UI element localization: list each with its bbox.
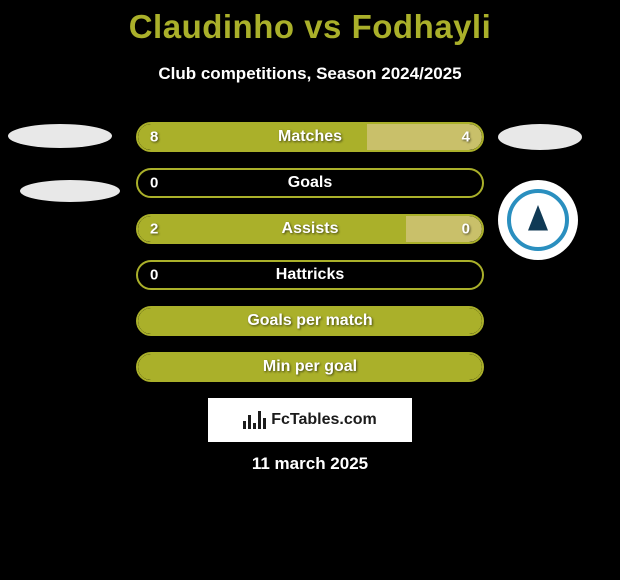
- stat-row: Assists 2 0: [136, 214, 484, 244]
- stat-value-left: 2: [150, 221, 158, 238]
- subtitle: Club competitions, Season 2024/2025: [0, 64, 620, 84]
- brand-text: FcTables.com: [271, 411, 377, 429]
- stat-label: Min per goal: [263, 358, 357, 376]
- stat-fill-left: [138, 216, 406, 242]
- date-text: 11 march 2025: [252, 454, 368, 474]
- stat-label: Hattricks: [276, 266, 344, 284]
- stat-label: Goals: [288, 174, 332, 192]
- player1-badge-1: [8, 124, 112, 148]
- stat-row: Hattricks 0: [136, 260, 484, 290]
- brand-box[interactable]: FcTables.com: [208, 398, 412, 442]
- stat-value-left: 0: [150, 175, 158, 192]
- club-badge-sail-icon: [528, 205, 548, 235]
- stat-row: Goals per match: [136, 306, 484, 336]
- player2-club-badge: [498, 180, 578, 260]
- stat-row: Matches 8 4: [136, 122, 484, 152]
- stat-value-left: 8: [150, 129, 158, 146]
- stat-row: Goals 0: [136, 168, 484, 198]
- chart-bars-icon: [243, 411, 266, 429]
- stats-bars: Matches84Goals0Assists20Hattricks0Goals …: [136, 122, 484, 398]
- vs-text: vs: [304, 8, 342, 45]
- player2-badge-1: [498, 124, 582, 150]
- player1-name: Claudinho: [129, 8, 295, 45]
- club-badge-ring: [507, 189, 569, 251]
- stat-value-right: 4: [462, 129, 470, 146]
- stat-label: Matches: [278, 128, 342, 146]
- stat-label: Goals per match: [247, 312, 372, 330]
- stat-label: Assists: [282, 220, 339, 238]
- stat-fill-right: [406, 216, 482, 242]
- stat-value-left: 0: [150, 267, 158, 284]
- player2-name: Fodhayli: [352, 8, 492, 45]
- player1-badge-2: [20, 180, 120, 202]
- comparison-title: Claudinho vs Fodhayli: [0, 0, 620, 46]
- stat-row: Min per goal: [136, 352, 484, 382]
- stat-value-right: 0: [462, 221, 470, 238]
